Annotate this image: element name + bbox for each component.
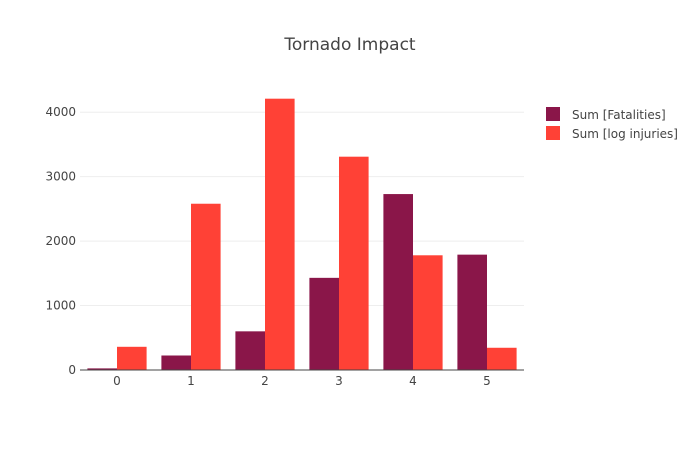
bar-series-1-cat-0[interactable] [117,346,147,370]
legend-swatch [546,107,560,121]
legend[interactable]: Sum [Fatalities] Sum [log injuries] [546,107,678,141]
x-tick-label: 1 [187,374,195,388]
y-tick-label: 3000 [45,170,76,184]
bar-series-1-cat-1[interactable] [191,203,221,370]
y-tick-label: 4000 [45,105,76,119]
legend-label: Sum [log injuries] [572,127,678,141]
x-tick-label: 2 [261,374,269,388]
bar-series-1-cat-2[interactable] [265,98,295,370]
legend-item-0[interactable]: Sum [Fatalities] [546,107,666,122]
bar-series-0-cat-4[interactable] [383,194,413,370]
legend-item-1[interactable]: Sum [log injuries] [546,126,678,141]
bar-series-0-cat-2[interactable] [235,331,265,370]
gridlines [80,111,524,307]
y-tick-label: 0 [68,363,76,377]
bar-series-0-cat-0[interactable] [87,368,117,370]
chart-title: Tornado Impact [283,35,416,55]
bar-series-0-cat-1[interactable] [161,355,191,371]
y-tick-label: 2000 [45,234,76,248]
legend-swatch [546,126,560,140]
bar-series-0-cat-3[interactable] [309,277,339,370]
bar-series-1-cat-5[interactable] [487,347,517,370]
axes: 0 1000 2000 3000 4000 0 1 2 3 4 5 [45,105,524,388]
bar-series-1-cat-4[interactable] [413,255,443,370]
legend-label: Sum [Fatalities] [572,108,666,122]
x-tick-label: 3 [335,374,343,388]
x-tick-label: 4 [409,374,417,388]
bars [87,98,517,371]
bar-series-1-cat-3[interactable] [339,156,369,370]
x-tick-label: 5 [483,374,491,388]
x-tick-label: 0 [113,374,121,388]
bar-series-0-cat-5[interactable] [457,254,487,370]
y-tick-label: 1000 [45,299,76,313]
